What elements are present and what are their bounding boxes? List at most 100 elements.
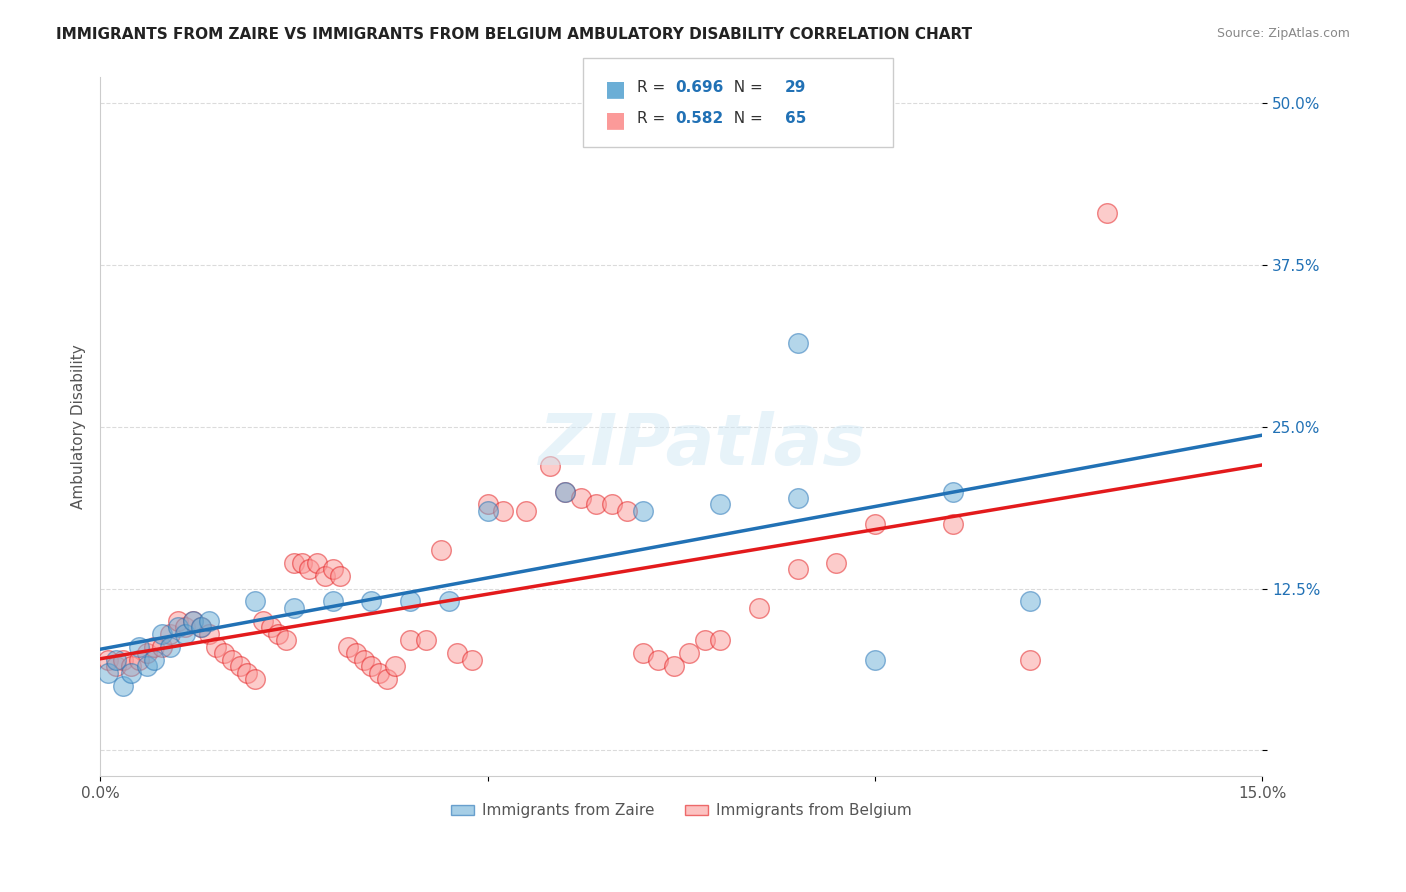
Point [477, 498, 499, 512]
Point [159, 627, 181, 641]
Point [430, 542, 453, 557]
Text: ZIPatlas: ZIPatlas [540, 411, 866, 481]
Point [174, 620, 197, 634]
Point [205, 640, 228, 654]
Point [1019, 653, 1042, 667]
Point [174, 627, 197, 641]
Point [647, 653, 669, 667]
Point [212, 646, 235, 660]
Point [662, 659, 685, 673]
Point [143, 653, 166, 667]
Point [437, 594, 460, 608]
Point [863, 653, 886, 667]
Point [863, 516, 886, 531]
Point [181, 614, 204, 628]
Point [128, 653, 150, 667]
Text: 0.696: 0.696 [675, 80, 723, 95]
Point [104, 659, 127, 673]
Point [600, 498, 623, 512]
Text: N =: N = [724, 112, 768, 126]
Point [825, 556, 848, 570]
Point [941, 484, 963, 499]
Point [360, 594, 382, 608]
Point [678, 646, 700, 660]
Point [150, 640, 173, 654]
Point [228, 659, 250, 673]
Point [197, 614, 219, 628]
Point [120, 659, 142, 673]
Point [477, 504, 499, 518]
Point [631, 504, 654, 518]
Point [786, 335, 808, 350]
Point [554, 484, 576, 499]
Point [283, 601, 305, 615]
Point [252, 614, 274, 628]
Text: Source: ZipAtlas.com: Source: ZipAtlas.com [1216, 27, 1350, 40]
Text: R =: R = [637, 80, 671, 95]
Point [128, 640, 150, 654]
Point [243, 594, 266, 608]
Point [492, 504, 515, 518]
Point [112, 679, 135, 693]
Point [399, 633, 422, 648]
Point [221, 653, 243, 667]
Point [314, 568, 336, 582]
Point [941, 516, 963, 531]
Point [709, 498, 731, 512]
Point [135, 646, 157, 660]
Point [150, 627, 173, 641]
Point [399, 594, 422, 608]
Point [538, 458, 561, 473]
Text: 29: 29 [785, 80, 806, 95]
Point [446, 646, 468, 660]
Point [181, 614, 204, 628]
Point [166, 620, 188, 634]
Point [97, 653, 120, 667]
Point [243, 672, 266, 686]
Point [616, 504, 638, 518]
Point [104, 653, 127, 667]
Point [190, 620, 212, 634]
Text: IMMIGRANTS FROM ZAIRE VS IMMIGRANTS FROM BELGIUM AMBULATORY DISABILITY CORRELATI: IMMIGRANTS FROM ZAIRE VS IMMIGRANTS FROM… [56, 27, 973, 42]
Point [298, 562, 321, 576]
Point [709, 633, 731, 648]
Text: ■: ■ [605, 79, 626, 99]
Point [693, 633, 716, 648]
Point [197, 627, 219, 641]
Point [344, 646, 367, 660]
Point [554, 484, 576, 499]
Text: N =: N = [724, 80, 768, 95]
Point [291, 556, 314, 570]
Point [120, 665, 142, 680]
Point [159, 640, 181, 654]
Point [368, 665, 391, 680]
Point [322, 594, 344, 608]
Point [166, 614, 188, 628]
Point [337, 640, 360, 654]
Point [631, 646, 654, 660]
Point [585, 498, 607, 512]
Y-axis label: Ambulatory Disability: Ambulatory Disability [72, 344, 86, 509]
Point [283, 556, 305, 570]
Point [190, 620, 212, 634]
Point [461, 653, 484, 667]
Point [274, 633, 297, 648]
Text: ■: ■ [605, 111, 626, 130]
Point [748, 601, 770, 615]
Point [569, 491, 592, 505]
Point [236, 665, 259, 680]
Point [135, 659, 157, 673]
Point [259, 620, 281, 634]
Text: R =: R = [637, 112, 671, 126]
Point [353, 653, 375, 667]
Point [267, 627, 290, 641]
Text: 65: 65 [785, 112, 806, 126]
Point [97, 665, 120, 680]
Point [360, 659, 382, 673]
Point [375, 672, 398, 686]
Point [143, 640, 166, 654]
Point [515, 504, 537, 518]
Point [1019, 594, 1042, 608]
Point [415, 633, 437, 648]
Point [307, 556, 329, 570]
